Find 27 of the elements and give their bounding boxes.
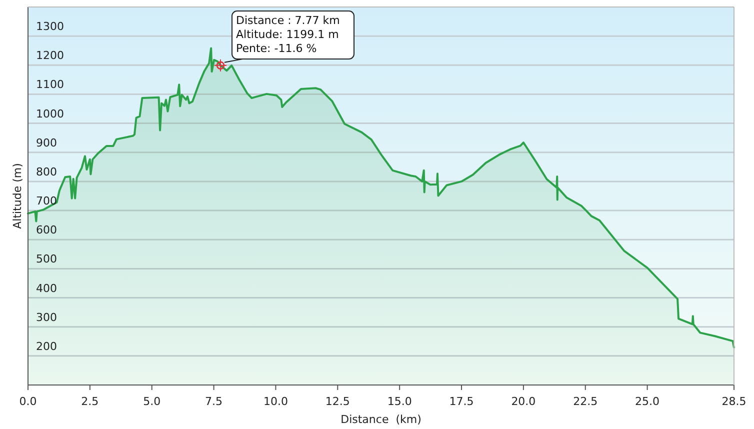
y-tick-label: 400 xyxy=(36,282,57,295)
y-tick-label: 700 xyxy=(36,194,57,208)
x-tick-label: 2.5 xyxy=(81,395,99,408)
x-tick-label: 12.5 xyxy=(325,395,350,408)
x-tick-label: 22.5 xyxy=(573,395,598,408)
y-tick-label: 1100 xyxy=(36,78,64,92)
y-tick-label: 1300 xyxy=(36,20,64,34)
y-tick-label: 1000 xyxy=(36,107,64,120)
y-tick-label: 800 xyxy=(36,165,57,178)
x-tick-label: 7.5 xyxy=(205,395,223,408)
y-tick-label: 600 xyxy=(36,224,57,237)
y-tick-label: 900 xyxy=(36,136,57,150)
x-axis-title: Distance (km) xyxy=(340,413,422,426)
x-tick-label: 10.0 xyxy=(263,395,288,408)
x-tick-label: 5.0 xyxy=(143,395,161,408)
x-tick-label: 17.5 xyxy=(449,395,474,408)
y-tick-label: 1200 xyxy=(36,49,64,62)
x-tick-label: 20.0 xyxy=(511,395,536,408)
y-tick-label: 500 xyxy=(36,252,57,266)
x-tick-label: 25.0 xyxy=(635,395,660,408)
y-tick-label: 200 xyxy=(36,340,57,353)
x-tick-label: 28.5 xyxy=(722,395,746,408)
y-tick-label: 300 xyxy=(36,310,57,324)
x-tick-label: 0.0 xyxy=(19,395,37,408)
y-axis-title: Altitude (m) xyxy=(11,163,24,229)
annotation: Distance : 7.77 km Altitude: 1199.1 m Pente: -11.6 % xyxy=(236,14,340,55)
x-tick-label: 15.0 xyxy=(387,395,412,408)
